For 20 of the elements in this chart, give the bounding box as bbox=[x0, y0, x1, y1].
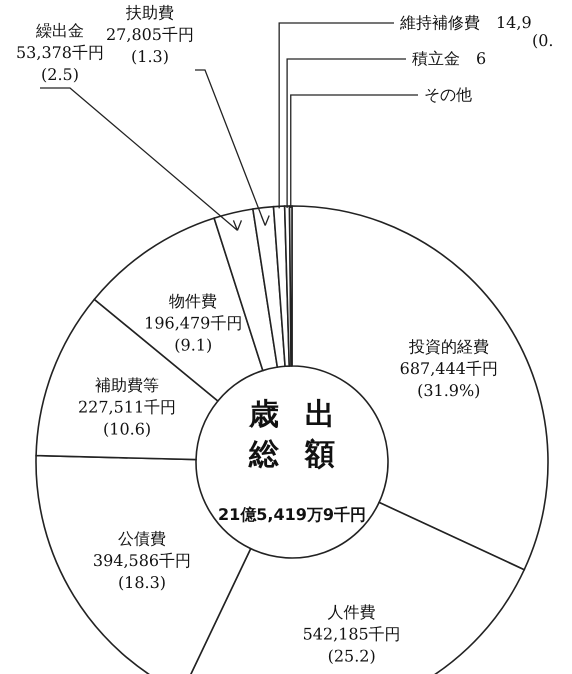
slice-label: その他 bbox=[424, 85, 472, 104]
category-label: 積立金 6 bbox=[412, 49, 486, 68]
data-label: 27,805千円 (1.3) bbox=[106, 25, 194, 66]
data-label: 53,378千円 (2.5) bbox=[16, 43, 104, 84]
slice-label: 扶助費 bbox=[125, 3, 174, 22]
data-label: 227,511千円 (10.6) bbox=[78, 398, 176, 439]
slice-label: 物件費 bbox=[169, 291, 218, 310]
slice-label: 投資的経費 bbox=[408, 336, 489, 356]
text: 歳出総額 bbox=[248, 397, 335, 472]
slice-label: 公債費 bbox=[118, 529, 166, 548]
text: (0. bbox=[532, 31, 554, 50]
category-label: 維持補修費 14,9 bbox=[400, 13, 532, 32]
text: 21億5,419万9千円 bbox=[218, 505, 366, 524]
data-label: 394,586千円 (18.3) bbox=[92, 551, 192, 592]
slice-label: 補助費等 bbox=[95, 376, 160, 395]
slice-label: 繰出金 bbox=[35, 21, 84, 40]
data-label: 196,479千円 (9.1) bbox=[144, 313, 242, 354]
data-label: 687,444千円 (31.9%) bbox=[400, 358, 498, 400]
data-label: 542,185千円 (25.2) bbox=[302, 624, 401, 666]
slice-label: 人件費 bbox=[328, 602, 376, 622]
